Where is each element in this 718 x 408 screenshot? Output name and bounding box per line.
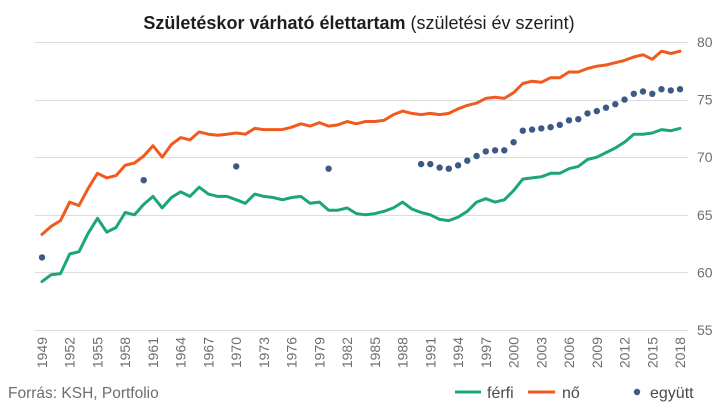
x-tick-label: 1985 <box>367 337 383 368</box>
legend-swatch-egyutt <box>633 388 641 396</box>
data-point-egyutt <box>667 87 674 94</box>
data-point-egyutt <box>233 163 240 170</box>
data-point-egyutt <box>436 164 443 171</box>
data-point-egyutt <box>38 254 46 261</box>
source-note: Forrás: KSH, Portfolio <box>8 385 159 402</box>
chart-title: Születéskor várható élettartam (születési… <box>143 13 574 33</box>
series-points-egyutt <box>38 86 684 261</box>
data-point-egyutt <box>556 121 563 129</box>
data-point-egyutt <box>575 116 582 123</box>
x-tick-label: 2009 <box>589 337 605 368</box>
y-tick-label: 75 <box>697 92 713 108</box>
x-tick-label: 2015 <box>644 337 660 368</box>
x-tick-label: 2003 <box>533 337 549 368</box>
x-tick-label: 2000 <box>506 337 522 368</box>
data-point-egyutt <box>427 160 434 168</box>
legend-label-ferfi: férfi <box>487 385 514 402</box>
series-line-no <box>40 49 682 236</box>
data-point-egyutt <box>593 107 600 115</box>
chart-title-main: Születéskor várható élettartam <box>143 13 405 33</box>
x-tick-label: 1994 <box>450 337 466 368</box>
data-point-egyutt <box>528 126 536 133</box>
plot-series <box>38 49 684 284</box>
data-point-egyutt <box>325 165 332 172</box>
legend-label-egyutt: együtt <box>650 385 694 402</box>
x-axis-labels: 1949 1952 1955 1958 1961 1964 1967 1970 1973 1976… <box>34 337 688 368</box>
y-tick-label: 80 <box>697 34 713 50</box>
y-axis-labels: 55 60 65 70 75 80 <box>697 34 713 338</box>
series-line-ferfi <box>40 126 682 284</box>
data-point-egyutt <box>612 101 619 108</box>
x-tick-label: 1955 <box>89 337 105 368</box>
data-point-egyutt <box>464 157 471 164</box>
data-point-egyutt <box>621 96 628 103</box>
data-point-egyutt <box>491 147 499 154</box>
data-point-egyutt <box>602 104 610 111</box>
x-tick-label: 1991 <box>422 337 438 368</box>
x-tick-label: 1976 <box>284 337 300 368</box>
data-point-egyutt <box>473 152 480 160</box>
x-tick-label: 1979 <box>311 337 327 368</box>
x-tick-label: 2012 <box>617 337 633 368</box>
data-point-egyutt <box>482 148 489 155</box>
data-point-egyutt <box>658 86 665 93</box>
data-point-egyutt <box>510 139 517 146</box>
x-tick-label: 2006 <box>561 337 577 368</box>
x-tick-label: 1997 <box>478 337 494 368</box>
data-point-egyutt <box>538 125 545 132</box>
data-point-egyutt <box>454 162 462 169</box>
x-tick-label: 2018 <box>672 337 688 368</box>
y-tick-label: 60 <box>697 264 713 280</box>
y-tick-label: 65 <box>697 207 713 223</box>
legend-item-egyutt: együtt <box>633 385 694 402</box>
legend: férfi nő együtt <box>455 385 694 402</box>
x-tick-label: 1952 <box>62 337 78 368</box>
y-tick-label: 55 <box>697 322 713 338</box>
gridlines <box>35 42 688 331</box>
x-tick-label: 1961 <box>145 337 161 368</box>
x-tick-label: 1949 <box>34 337 50 368</box>
legend-item-ferfi: férfi <box>455 385 514 402</box>
data-point-egyutt <box>417 160 425 168</box>
x-tick-label: 1958 <box>117 337 133 368</box>
data-point-egyutt <box>630 90 637 98</box>
data-point-egyutt <box>639 88 647 95</box>
data-point-egyutt <box>565 117 573 124</box>
x-tick-label: 1973 <box>256 337 272 368</box>
data-point-egyutt <box>140 177 147 184</box>
x-tick-label: 1967 <box>200 337 216 368</box>
x-tick-label: 1964 <box>173 337 189 368</box>
data-point-egyutt <box>584 110 591 117</box>
x-tick-label: 1982 <box>339 337 355 368</box>
data-point-egyutt <box>676 86 684 93</box>
y-tick-label: 70 <box>697 149 713 165</box>
legend-label-no: nő <box>562 385 580 402</box>
data-point-egyutt <box>445 165 452 172</box>
legend-item-no: nő <box>528 385 580 402</box>
data-point-egyutt <box>519 127 526 134</box>
data-point-egyutt <box>501 147 508 154</box>
x-tick-label: 1988 <box>395 337 411 368</box>
data-point-egyutt <box>547 124 554 131</box>
x-tick-label: 1970 <box>228 337 244 368</box>
data-point-egyutt <box>649 90 656 98</box>
chart-title-note: (születési év szerint) <box>411 13 575 33</box>
